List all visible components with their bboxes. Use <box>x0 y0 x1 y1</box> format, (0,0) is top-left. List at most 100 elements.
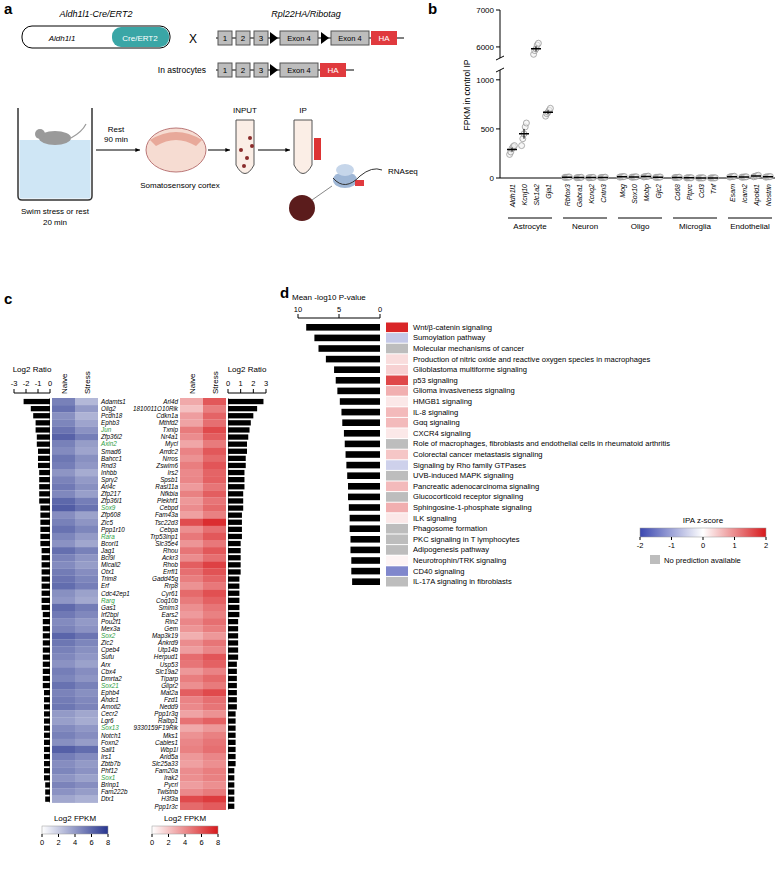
tick-label: Gjc2 <box>655 184 663 199</box>
heat-cell <box>75 547 98 554</box>
ratio-bar <box>228 399 263 404</box>
colorbar-tick <box>108 834 109 837</box>
heat-cell <box>180 561 203 568</box>
ratio-tick <box>50 389 51 393</box>
z-cell <box>386 397 408 407</box>
replicate-point <box>519 143 525 149</box>
heat-cell <box>75 455 98 462</box>
category-label: Gαq signaling <box>413 418 460 427</box>
gene-label: Tsc22d3 <box>154 519 178 526</box>
ribosome <box>336 164 354 176</box>
mean-line <box>739 176 749 178</box>
group-label: Endothelial <box>730 222 770 231</box>
heat-cell <box>52 426 75 433</box>
heat-cell <box>75 710 98 717</box>
gene-label: Cecr2 <box>101 710 118 717</box>
heat-cell <box>52 462 75 469</box>
tick-label: 8 <box>216 838 220 847</box>
heat-cell <box>203 526 226 533</box>
ratio-bar <box>39 470 50 475</box>
heat-cell <box>75 583 98 590</box>
tick-label: Esam <box>729 184 736 202</box>
bar <box>346 462 380 469</box>
heat-cell <box>203 625 226 632</box>
heat-cell <box>203 419 226 426</box>
heat-cell <box>180 554 203 561</box>
heat-cell <box>52 547 75 554</box>
colorbar-tick <box>42 834 43 837</box>
ratio-bar <box>228 740 236 745</box>
label: Rest <box>108 125 125 134</box>
group-line <box>508 218 552 219</box>
heat-cell <box>203 576 226 583</box>
sample-dot <box>239 148 243 152</box>
heat-cell <box>75 441 98 448</box>
heat-cell <box>75 412 98 419</box>
axis-break <box>496 56 504 60</box>
gene-label: Sox21 <box>101 682 119 689</box>
ratio-bar <box>43 633 50 638</box>
heat-cell <box>203 604 226 611</box>
gene-label: Foxn2 <box>101 739 119 746</box>
gene-label: Bcl9l <box>101 554 115 561</box>
bar <box>319 345 381 352</box>
ratio-bar <box>44 704 50 709</box>
mean-line <box>562 176 572 178</box>
heat-cell <box>180 611 203 618</box>
panel-label: d <box>280 284 289 301</box>
tube <box>236 120 254 174</box>
heat-cell <box>75 497 98 504</box>
z-cell <box>386 513 408 523</box>
ratio-bar <box>36 420 50 425</box>
label: 2 <box>241 66 246 75</box>
heat-cell <box>75 448 98 455</box>
tick-label: 2 <box>764 541 768 550</box>
construct-title: Rpl22HA/Ribotag <box>271 9 341 19</box>
gene-label: Mks1 <box>163 732 178 739</box>
heat-cell <box>52 639 75 646</box>
label: Aldh1l1 <box>48 34 76 43</box>
ratio-bar <box>43 612 50 617</box>
ratio-bar <box>43 669 50 674</box>
heat-cell <box>180 703 203 710</box>
gene-label: Plekhf1 <box>157 497 178 504</box>
gene-label: Irs2 <box>168 469 179 476</box>
heat-cell <box>203 703 226 710</box>
heat-cell <box>52 419 75 426</box>
heat-cell <box>203 781 226 788</box>
ratio-bar <box>228 505 243 510</box>
heat-cell <box>180 505 203 512</box>
heat-cell <box>75 739 98 746</box>
heat-cell <box>75 647 98 654</box>
category-label: Glioblastoma multiforme signaling <box>413 365 527 374</box>
heat-cell <box>203 405 226 412</box>
heat-cell <box>180 469 203 476</box>
heat-cell <box>75 419 98 426</box>
group-line <box>618 218 662 219</box>
tick-label: 4 <box>183 838 187 847</box>
heat-cell <box>203 803 226 810</box>
heat-cell <box>203 483 226 490</box>
heat-cell <box>75 682 98 689</box>
gene-label: Arid5a <box>159 753 179 760</box>
heat-cell <box>203 718 226 725</box>
category-label: ILK signaling <box>413 514 456 523</box>
ratio-bar <box>43 640 50 645</box>
heat-cell <box>75 526 98 533</box>
ratio-bar <box>38 456 50 461</box>
mean-line <box>653 176 663 178</box>
heat-cell <box>52 512 75 519</box>
axis-title: Log2 Ratio <box>13 365 52 374</box>
cross: X <box>189 32 197 46</box>
water <box>20 140 91 199</box>
label: Cre/ERT2 <box>122 34 158 43</box>
heat-cell <box>75 554 98 561</box>
ratio-bar <box>40 534 50 539</box>
heat-cell <box>75 696 98 703</box>
heat-cell <box>52 689 75 696</box>
ratio-bar <box>39 491 50 496</box>
ratio-bar <box>43 676 50 681</box>
heat-cell <box>52 732 75 739</box>
gene-label: Ankrd9 <box>157 639 178 646</box>
gene-label: Ahdc1 <box>100 696 119 703</box>
